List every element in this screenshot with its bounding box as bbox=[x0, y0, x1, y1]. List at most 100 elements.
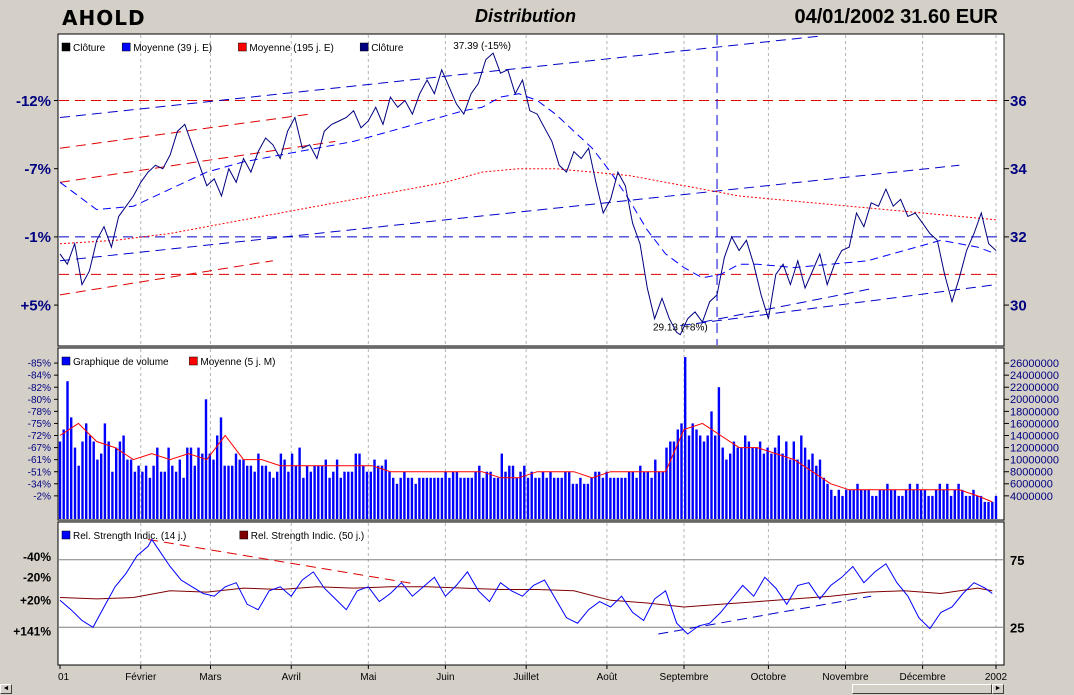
volume-bar bbox=[594, 471, 597, 519]
volume-bar bbox=[118, 441, 122, 519]
volume-bar bbox=[425, 477, 429, 519]
volume-bar bbox=[818, 459, 822, 519]
volume-bar bbox=[201, 453, 204, 519]
trend-line bbox=[59, 140, 336, 183]
volume-bar bbox=[852, 489, 855, 519]
volume-bar bbox=[523, 465, 526, 519]
ma39-line bbox=[59, 93, 997, 279]
volume-bar bbox=[845, 489, 848, 519]
chart-subtitle: Distribution bbox=[475, 6, 576, 26]
volume-bar bbox=[343, 471, 346, 519]
volume-bar bbox=[422, 477, 425, 519]
volume-bar bbox=[991, 501, 994, 519]
volume-bar bbox=[979, 495, 983, 519]
volume-bar bbox=[234, 453, 238, 519]
scroll-right-button[interactable]: ► bbox=[992, 684, 1004, 694]
volume-bar bbox=[923, 489, 927, 519]
left-axis-label: +20% bbox=[20, 593, 51, 607]
scroll-left-button[interactable]: ◄ bbox=[0, 684, 12, 694]
volume-bar bbox=[444, 471, 447, 519]
right-axis-label: 22000000 bbox=[1010, 382, 1059, 394]
left-axis-label: +5% bbox=[21, 297, 51, 314]
left-axis-label: -61% bbox=[28, 455, 51, 466]
volume-bar bbox=[298, 447, 301, 519]
volume-bar bbox=[148, 477, 152, 519]
volume-bar bbox=[553, 477, 556, 519]
right-axis-label: 8000000 bbox=[1010, 467, 1053, 479]
volume-bar bbox=[762, 453, 766, 519]
volume-bar bbox=[680, 423, 683, 519]
volume-bar bbox=[489, 471, 492, 519]
price-line bbox=[59, 52, 997, 336]
volume-bar bbox=[811, 453, 814, 519]
volume-bar bbox=[560, 477, 563, 519]
volume-bar bbox=[687, 435, 691, 519]
volume-bar bbox=[841, 495, 844, 519]
rsi50-line bbox=[59, 586, 993, 608]
legend-entry: Clôture bbox=[73, 43, 106, 54]
volume-bar bbox=[171, 465, 174, 519]
volume-bar bbox=[815, 465, 818, 519]
trend-line bbox=[59, 113, 310, 149]
volume-bar bbox=[534, 477, 537, 519]
volume-bar bbox=[931, 495, 934, 519]
legend-entry: Moyenne (39 j. E) bbox=[133, 43, 212, 54]
volume-bar bbox=[758, 441, 762, 519]
volume-bar bbox=[916, 483, 919, 519]
volume-bar bbox=[223, 465, 226, 519]
volume-bar bbox=[837, 489, 840, 519]
right-axis-label: 16000000 bbox=[1010, 418, 1059, 430]
legend-swatch bbox=[238, 42, 247, 52]
price-panel[interactable]: 37.39 (-15%) 29.13 (+8%) Clôture Moyenne (3… bbox=[16, 33, 1027, 347]
volume-bar bbox=[627, 471, 631, 519]
scrollbar-thumb[interactable] bbox=[852, 684, 992, 694]
legend-entry: Moyenne (5 j. M) bbox=[200, 357, 275, 368]
volume-bar bbox=[875, 495, 878, 519]
volume-bar bbox=[305, 465, 309, 519]
volume-bar bbox=[212, 459, 215, 519]
volume-bar bbox=[863, 489, 867, 519]
volume-bar bbox=[583, 483, 586, 519]
volume-bar bbox=[571, 483, 575, 519]
volume-bar bbox=[73, 447, 77, 519]
volume-bar bbox=[575, 483, 578, 519]
volume-bar bbox=[964, 495, 968, 519]
volume-bar bbox=[953, 489, 956, 519]
volume-bar bbox=[755, 447, 758, 519]
volume-bar bbox=[133, 471, 137, 519]
rsi-panel[interactable]: Rel. Strength Indic. (14 j.) Rel. Strengt… bbox=[13, 521, 1024, 666]
volume-bar bbox=[949, 495, 953, 519]
volume-bar bbox=[511, 465, 515, 519]
month-label: 01 bbox=[58, 672, 70, 683]
volume-bar bbox=[878, 489, 882, 519]
volume-bar bbox=[976, 495, 979, 519]
volume-bar bbox=[481, 477, 485, 519]
volume-bar bbox=[470, 477, 473, 519]
volume-bar bbox=[751, 447, 754, 519]
volume-bar bbox=[650, 477, 653, 519]
volume-bar bbox=[463, 477, 466, 519]
volume-bar bbox=[803, 447, 807, 519]
volume-bar bbox=[253, 471, 256, 519]
volume-bar bbox=[466, 477, 470, 519]
volume-bar bbox=[833, 495, 837, 519]
volume-bar bbox=[729, 453, 732, 519]
horizontal-scrollbar[interactable]: ◄ ► bbox=[0, 684, 1074, 695]
volume-bar bbox=[178, 459, 181, 519]
volume-bar bbox=[189, 447, 193, 519]
right-axis-label: 26000000 bbox=[1010, 358, 1059, 370]
volume-bar bbox=[826, 483, 829, 519]
price-annotation: 37.39 (-15%) bbox=[453, 41, 511, 52]
volume-bar bbox=[788, 459, 792, 519]
volume-bar bbox=[478, 465, 481, 519]
volume-bar bbox=[983, 501, 986, 519]
volume-bar bbox=[684, 357, 687, 519]
volume-bar bbox=[159, 471, 163, 519]
volume-panel[interactable]: Graphique de volume Moyenne (5 j. M) 26000… bbox=[28, 347, 1059, 521]
volume-bar bbox=[800, 435, 803, 519]
left-axis-label: -12% bbox=[16, 93, 51, 110]
month-label: Juin bbox=[436, 672, 454, 683]
volume-bar bbox=[242, 459, 245, 519]
volume-bar bbox=[451, 471, 455, 519]
